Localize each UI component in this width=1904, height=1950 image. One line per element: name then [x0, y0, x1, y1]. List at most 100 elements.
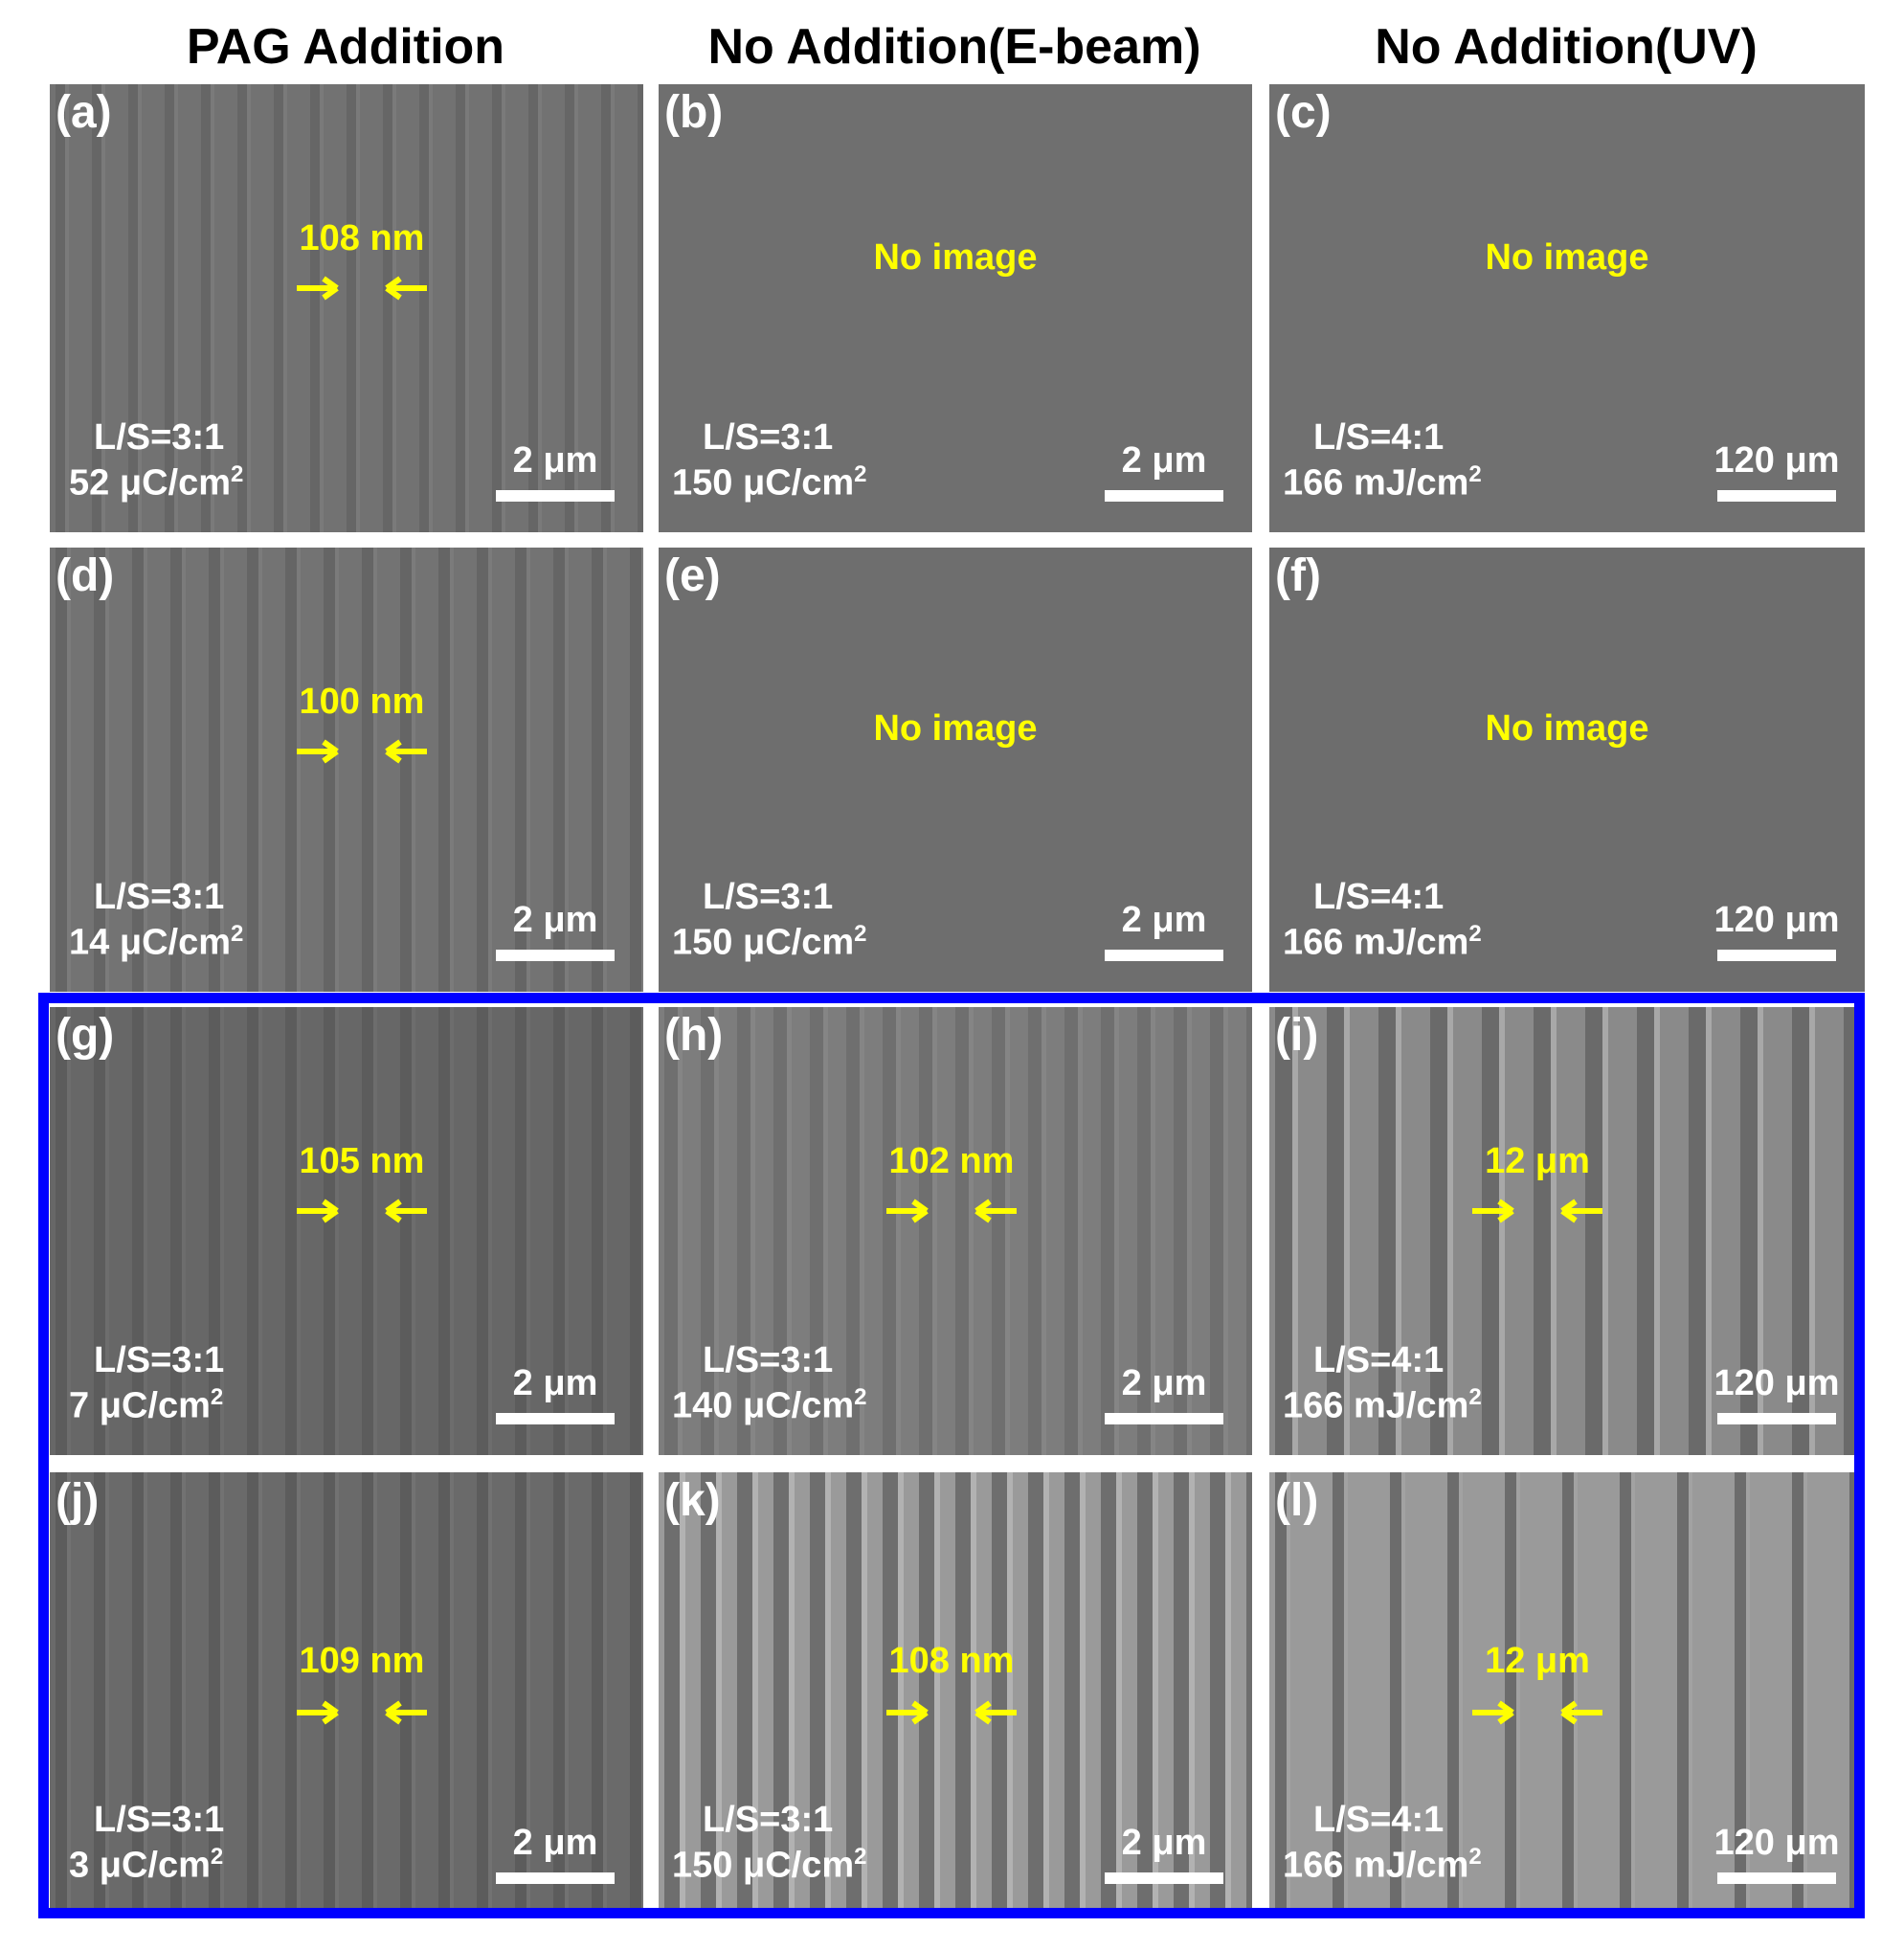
scale-bar-label: 2 μm — [512, 440, 598, 481]
sem-panel: (j) L/S=3:1 3 μC/cm2 2 μm 109 nm — [50, 1472, 643, 1915]
line-space-ratio: L/S=3:1 — [94, 417, 225, 458]
dose-exponent: 2 — [231, 921, 244, 947]
measurement-arrows — [886, 1199, 1017, 1223]
sem-image — [1269, 84, 1865, 532]
scale-bar-label: 120 μm — [1714, 900, 1840, 940]
right-arrow-icon — [297, 1700, 339, 1725]
scale-bar-label: 120 μm — [1714, 1823, 1840, 1863]
line-space-ratio: L/S=4:1 — [1313, 417, 1445, 458]
dose-value: 14 μC/cm — [69, 922, 231, 963]
dose-value: 52 μC/cm — [69, 462, 231, 504]
scale-bar — [1105, 950, 1223, 961]
linewidth-measurement: 108 nm — [299, 218, 425, 258]
dose-exponent: 2 — [210, 1844, 224, 1870]
left-arrow-icon — [385, 1199, 427, 1223]
measurement-arrows — [886, 1700, 1017, 1725]
panel-label: (a) — [56, 87, 112, 138]
linewidth-measurement: 12 μm — [1485, 1141, 1590, 1181]
scale-bar-label: 2 μm — [1121, 440, 1207, 481]
sem-image — [50, 548, 643, 992]
sem-panel: (a) L/S=3:1 52 μC/cm2 2 μm 108 nm — [50, 84, 643, 532]
scale-bar-label: 2 μm — [512, 1363, 598, 1403]
exposure-dose: 52 μC/cm2 — [69, 461, 243, 504]
panel-label: (e) — [664, 550, 721, 601]
dose-exponent: 2 — [1468, 1384, 1482, 1410]
measurement-arrows — [297, 1700, 427, 1725]
sem-panel: (h) L/S=3:1 140 μC/cm2 2 μm 102 nm — [659, 1007, 1252, 1455]
exposure-dose: 7 μC/cm2 — [69, 1384, 223, 1427]
scale-bar-label: 2 μm — [512, 900, 598, 940]
line-space-ratio: L/S=3:1 — [703, 1800, 834, 1840]
left-arrow-icon — [385, 276, 427, 301]
scale-bar — [1717, 490, 1836, 502]
dose-exponent: 2 — [1468, 1844, 1482, 1870]
dose-exponent: 2 — [1468, 461, 1482, 487]
dose-exponent: 2 — [231, 461, 244, 487]
scale-bar — [496, 490, 615, 502]
dose-value: 150 μC/cm — [672, 922, 855, 963]
scale-bar — [1105, 490, 1223, 502]
column-title-pag-addition: PAG Addition — [186, 19, 505, 75]
dose-value: 3 μC/cm — [69, 1845, 211, 1886]
scale-bar — [496, 950, 615, 961]
sem-panel: (g) L/S=3:1 7 μC/cm2 2 μm 105 nm — [50, 1007, 643, 1455]
panel-label: (d) — [56, 550, 115, 601]
dose-exponent: 2 — [854, 1384, 867, 1410]
sem-panel: (b) L/S=3:1 150 μC/cm2 2 μm No image — [659, 84, 1252, 532]
right-arrow-icon — [1472, 1700, 1514, 1725]
left-arrow-icon — [385, 739, 427, 764]
sem-panel: (d) L/S=3:1 14 μC/cm2 2 μm 100 nm — [50, 548, 643, 992]
scale-bar-label: 120 μm — [1714, 440, 1840, 481]
no-image-label: No image — [873, 237, 1038, 278]
dose-exponent: 2 — [854, 1844, 867, 1870]
sem-image — [659, 548, 1252, 992]
scale-bar-label: 2 μm — [512, 1823, 598, 1863]
left-arrow-icon — [1560, 1700, 1602, 1725]
dose-value: 166 mJ/cm — [1283, 1845, 1469, 1886]
left-arrow-icon — [974, 1700, 1017, 1725]
linewidth-measurement: 102 nm — [888, 1141, 1015, 1181]
sem-image — [659, 84, 1252, 532]
line-space-ratio: L/S=3:1 — [94, 877, 225, 917]
sem-image — [1269, 548, 1865, 992]
exposure-dose: 166 mJ/cm2 — [1283, 1384, 1482, 1427]
dose-exponent: 2 — [1468, 921, 1482, 947]
sem-image — [50, 1472, 643, 1915]
panel-label: (f) — [1275, 550, 1321, 601]
line-space-ratio: L/S=3:1 — [703, 417, 834, 458]
panel-label: (g) — [56, 1010, 115, 1061]
column-title-no-addition-uv: No Addition(UV) — [1375, 19, 1758, 75]
exposure-dose: 150 μC/cm2 — [672, 1844, 867, 1887]
scale-bar — [1717, 950, 1836, 961]
dose-exponent: 2 — [854, 461, 867, 487]
sem-image — [1269, 1007, 1865, 1455]
panel-label: (b) — [664, 87, 724, 138]
dose-value: 166 mJ/cm — [1283, 462, 1469, 504]
measurement-arrows — [1472, 1700, 1602, 1725]
panel-label: (i) — [1275, 1010, 1319, 1061]
right-arrow-icon — [297, 739, 339, 764]
linewidth-measurement: 109 nm — [299, 1641, 425, 1681]
measurement-arrows — [1472, 1199, 1602, 1223]
dose-value: 7 μC/cm — [69, 1385, 211, 1426]
no-image-label: No image — [1485, 708, 1649, 749]
exposure-dose: 140 μC/cm2 — [672, 1384, 867, 1427]
sem-panel: (f) L/S=4:1 166 mJ/cm2 120 μm No image — [1269, 548, 1865, 992]
linewidth-measurement: 108 nm — [888, 1641, 1015, 1681]
left-arrow-icon — [974, 1199, 1017, 1223]
measurement-arrows — [297, 1199, 427, 1223]
exposure-dose: 150 μC/cm2 — [672, 461, 867, 504]
sem-image — [1269, 1472, 1865, 1915]
sem-panel: (e) L/S=3:1 150 μC/cm2 2 μm No image — [659, 548, 1252, 992]
scale-bar — [1105, 1872, 1223, 1884]
line-space-ratio: L/S=4:1 — [1313, 877, 1445, 917]
no-image-label: No image — [873, 708, 1038, 749]
dose-value: 150 μC/cm — [672, 462, 855, 504]
highlight-box — [38, 993, 1865, 1918]
scale-bar — [496, 1413, 615, 1424]
sem-panel: (l) L/S=4:1 166 mJ/cm2 120 μm 12 μm — [1269, 1472, 1865, 1915]
exposure-dose: 166 mJ/cm2 — [1283, 461, 1482, 504]
sem-panel: (i) L/S=4:1 166 mJ/cm2 120 μm 12 μm — [1269, 1007, 1865, 1455]
dose-exponent: 2 — [210, 1384, 224, 1410]
scale-bar — [1717, 1872, 1836, 1884]
